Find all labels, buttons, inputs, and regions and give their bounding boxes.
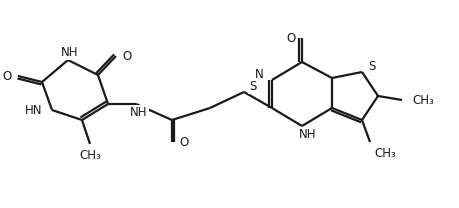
Text: N: N [255, 68, 263, 80]
Text: NH: NH [130, 105, 147, 119]
Text: O: O [122, 50, 131, 62]
Text: S: S [248, 80, 256, 94]
Text: HN: HN [24, 104, 42, 116]
Text: CH₃: CH₃ [373, 147, 395, 160]
Text: O: O [3, 69, 12, 83]
Text: NH: NH [299, 128, 316, 140]
Text: S: S [367, 59, 375, 73]
Text: NH: NH [61, 47, 78, 59]
Text: O: O [179, 135, 188, 149]
Text: CH₃: CH₃ [79, 149, 101, 162]
Text: O: O [286, 31, 295, 45]
Text: CH₃: CH₃ [411, 94, 433, 106]
